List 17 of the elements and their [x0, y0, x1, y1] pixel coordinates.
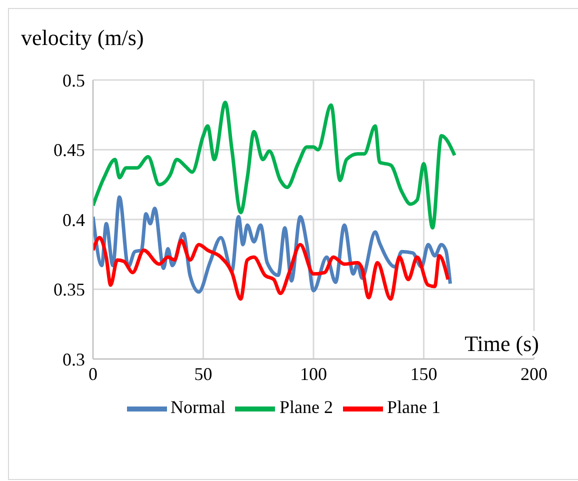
x-tick-label: 50 — [194, 364, 212, 384]
line-series — [93, 100, 456, 230]
legend-label: Normal — [170, 397, 226, 418]
x-tick-label: 0 — [88, 364, 98, 384]
y-axis-title: velocity (m/s) — [21, 25, 144, 51]
x-tick-label: 150 — [410, 364, 438, 384]
y-tick-label: 0.45 — [54, 140, 85, 160]
x-tick-label: 200 — [520, 364, 548, 384]
x-tick-label: 100 — [300, 364, 327, 384]
legend-label: Plane 1 — [386, 397, 440, 418]
y-tick-label: 0.4 — [62, 210, 85, 230]
legend-label: Plane 2 — [279, 397, 333, 418]
x-axis-title: Time (s) — [464, 331, 539, 357]
y-tick-label: 0.35 — [54, 280, 85, 300]
line-series — [93, 236, 450, 301]
y-tick-label: 0.3 — [62, 349, 85, 370]
y-tick-label: 0.5 — [62, 70, 85, 90]
